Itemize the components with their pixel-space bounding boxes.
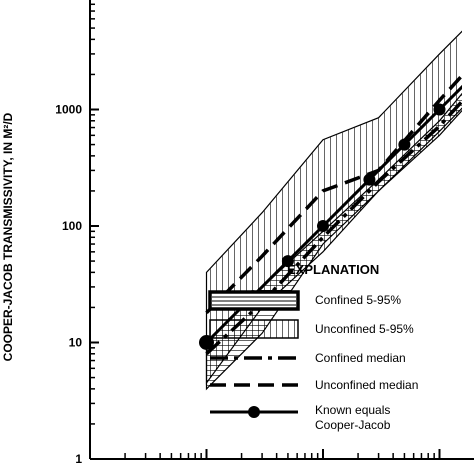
- known-equals-point: [433, 103, 446, 116]
- legend-label-unconfined-band: Unconfined 5-95%: [315, 322, 414, 336]
- y-tick-label: 100: [62, 219, 82, 233]
- legend-swatch-unconfined-band: [209, 319, 299, 339]
- known-equals-point: [281, 255, 294, 268]
- y-tick-label: 10: [69, 336, 83, 350]
- known-equals-point: [317, 220, 329, 232]
- known-equals-line: [205, 84, 462, 344]
- legend-label-known-equals-1: Known equals: [315, 403, 390, 417]
- y-tick-label: 1000: [55, 103, 82, 117]
- legend-swatch-known-equals-dot: [248, 406, 260, 418]
- legend-label-unconfined-median: Unconfined median: [315, 378, 418, 392]
- legend: EXPLANATION Confined 5-95% Unconfined 5-…: [208, 262, 418, 432]
- y-axis-label: COOPER-JACOB TRANSMISSIVITY, IN M²/D: [1, 112, 15, 361]
- legend-label-confined-band: Confined 5-95%: [315, 293, 401, 307]
- known-equals-point: [363, 173, 376, 186]
- axes: 110100100010,000: [55, 0, 474, 466]
- legend-label-confined-median: Confined median: [315, 351, 406, 365]
- legend-label-known-equals-2: Cooper-Jacob: [315, 418, 391, 432]
- known-equals-point: [398, 138, 411, 151]
- y-tick-label: 1: [75, 452, 82, 466]
- legend-title: EXPLANATION: [287, 262, 379, 277]
